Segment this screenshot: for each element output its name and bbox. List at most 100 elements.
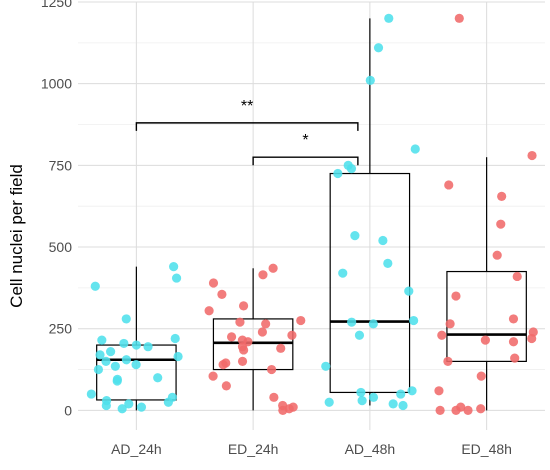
data-point — [443, 356, 453, 366]
data-point — [398, 400, 408, 411]
data-point — [97, 335, 107, 345]
data-point — [268, 263, 278, 273]
data-point — [368, 392, 379, 402]
data-point — [106, 346, 116, 357]
data-point — [131, 360, 141, 370]
data-point — [112, 376, 122, 386]
data-point — [409, 315, 419, 326]
data-point — [324, 397, 334, 407]
data-point — [208, 278, 219, 288]
iqr-box — [446, 270, 527, 362]
bracket-line — [135, 122, 359, 131]
y-tick-label: 250 — [49, 321, 73, 337]
data-point — [110, 361, 120, 371]
data-point — [350, 231, 360, 241]
data-point — [338, 268, 348, 278]
data-point — [444, 180, 454, 190]
data-point — [396, 389, 406, 399]
data-point — [476, 371, 486, 381]
data-point — [121, 314, 131, 324]
data-point — [278, 405, 288, 415]
data-point — [435, 405, 445, 415]
x-tick-label: ED_48h — [461, 441, 512, 457]
data-point — [373, 43, 384, 53]
data-point — [454, 13, 464, 23]
y-axis-title: Cell nuclei per field — [7, 164, 26, 308]
data-point — [143, 342, 153, 352]
data-point — [119, 338, 129, 349]
data-point — [357, 395, 367, 406]
data-point — [497, 191, 507, 201]
significance-annotations: *** — [135, 98, 359, 166]
data-point — [287, 330, 297, 340]
data-point — [356, 387, 366, 398]
significance-bracket: * — [252, 132, 359, 166]
data-point — [153, 373, 163, 383]
data-point — [333, 168, 343, 179]
data-points — [86, 13, 538, 415]
data-point — [163, 397, 173, 407]
data-point — [131, 340, 142, 350]
data-point — [480, 335, 490, 345]
significance-bracket: ** — [135, 98, 359, 131]
data-point — [296, 315, 306, 326]
data-point — [321, 361, 331, 371]
data-point — [239, 345, 249, 355]
bracket-line — [252, 156, 359, 166]
data-point — [276, 343, 286, 353]
data-point — [95, 350, 105, 360]
data-point — [173, 351, 183, 362]
data-point — [257, 327, 268, 337]
data-point — [226, 332, 237, 342]
axes: 0 250 500 750 1000 1250 AD_24h ED_24h AD_48h ED_4… — [41, 0, 512, 457]
data-point — [492, 250, 502, 260]
data-point — [437, 330, 447, 340]
data-point — [508, 314, 519, 324]
data-point — [510, 353, 520, 363]
data-point — [90, 281, 100, 291]
data-point — [407, 386, 417, 396]
data-point — [235, 317, 245, 327]
data-point — [404, 286, 414, 296]
data-point — [267, 364, 277, 375]
data-point — [347, 317, 357, 327]
data-point — [496, 219, 506, 229]
data-point — [451, 291, 461, 301]
data-point — [101, 400, 111, 411]
y-tick-label: 500 — [49, 239, 73, 255]
data-point — [384, 13, 394, 23]
iqr-box — [329, 172, 411, 394]
significance-label: * — [302, 132, 308, 149]
data-point — [434, 386, 444, 396]
data-point — [237, 356, 248, 366]
x-tick-label: AD_24h — [111, 441, 162, 457]
data-point — [221, 381, 231, 391]
y-tick-label: 0 — [64, 402, 72, 418]
data-point — [93, 364, 104, 375]
data-point — [365, 75, 375, 86]
iqr-box — [212, 318, 294, 371]
data-point — [476, 404, 486, 414]
data-point — [269, 392, 279, 402]
data-point — [508, 337, 519, 347]
data-point — [527, 150, 537, 161]
data-point — [101, 356, 111, 366]
data-point — [170, 333, 180, 344]
data-point — [388, 399, 398, 409]
data-point — [410, 144, 420, 154]
data-point — [261, 319, 271, 329]
box-ED_24h — [212, 268, 294, 411]
data-point — [238, 301, 249, 311]
data-point — [171, 273, 182, 283]
box-ED_48h — [446, 157, 527, 411]
data-point — [136, 402, 147, 412]
data-point — [204, 306, 214, 316]
data-point — [445, 319, 455, 329]
data-point — [218, 360, 228, 370]
data-point — [208, 371, 218, 381]
data-point — [451, 405, 461, 415]
data-point — [378, 235, 388, 246]
data-point — [527, 333, 537, 344]
x-tick-label: AD_48h — [345, 441, 396, 457]
